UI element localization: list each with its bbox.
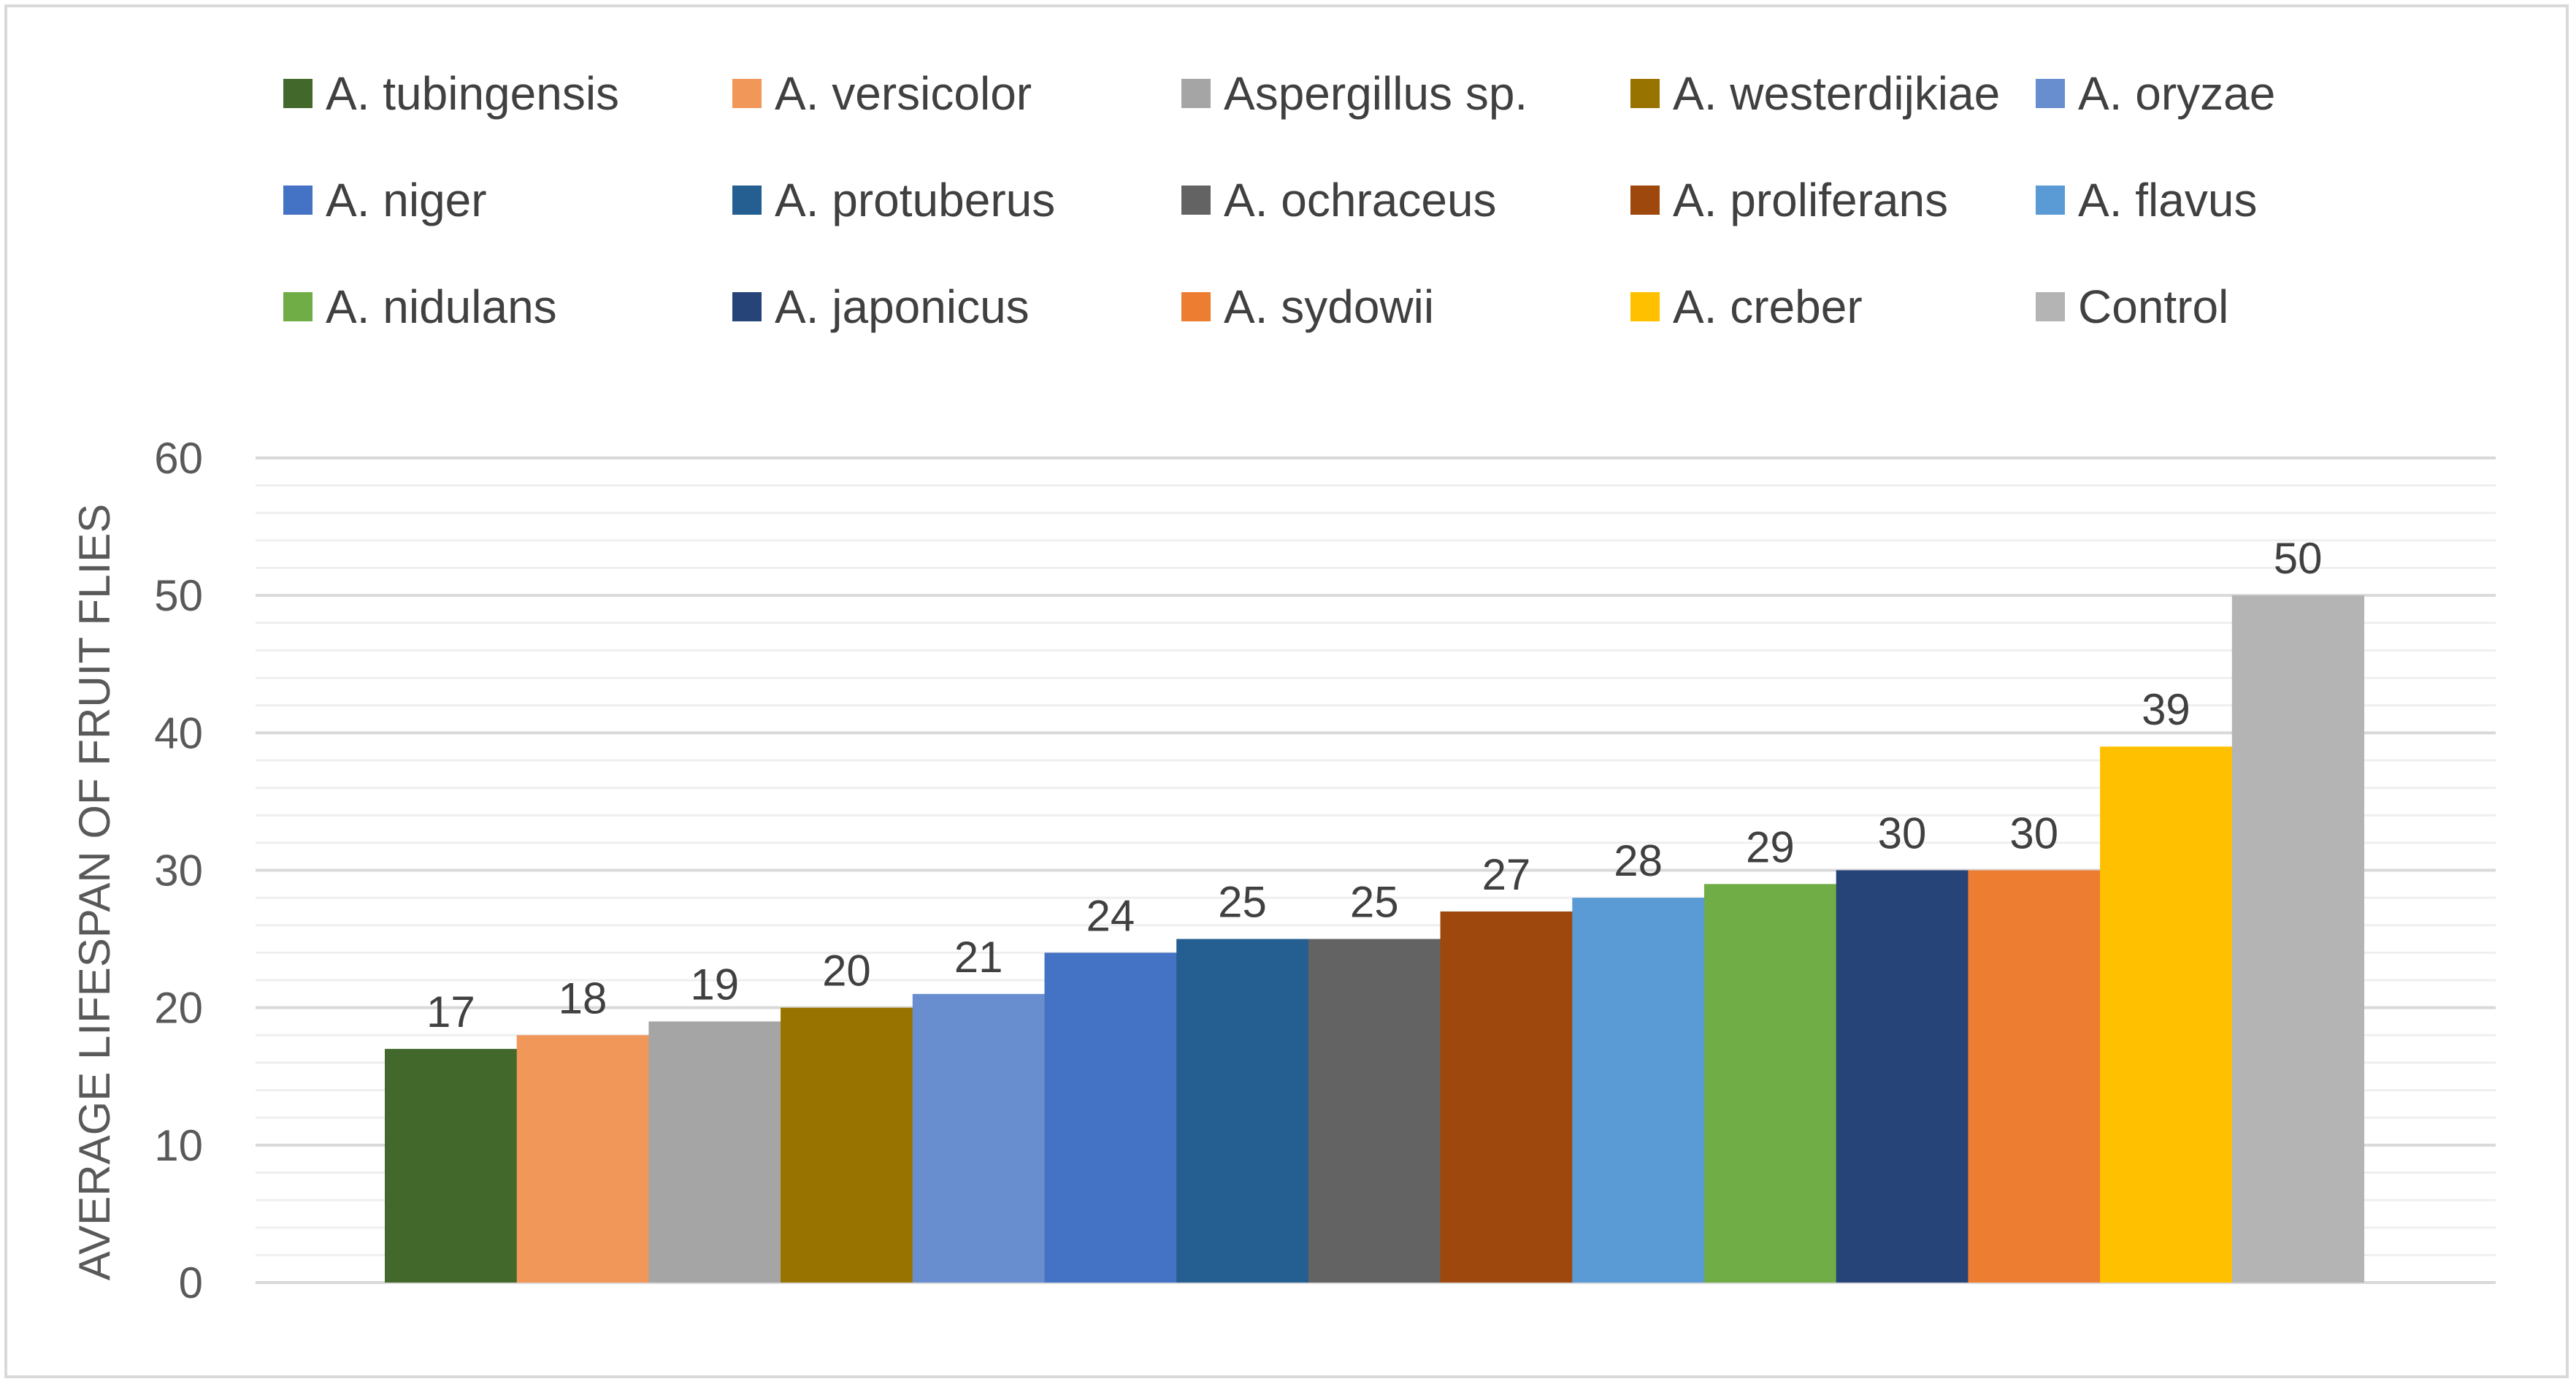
data-label: 20 bbox=[822, 947, 871, 996]
y-tick-label: 0 bbox=[179, 1258, 203, 1307]
legend-item: A. japonicus bbox=[732, 278, 1030, 336]
legend-label: Aspergillus sp. bbox=[1224, 67, 1528, 120]
legend-swatch bbox=[2036, 292, 2065, 321]
legend-label: A. oryzae bbox=[2078, 67, 2276, 120]
legend-item: A. protuberus bbox=[732, 171, 1055, 229]
legend-label: A. proliferans bbox=[1673, 174, 1949, 226]
data-label: 39 bbox=[2142, 685, 2190, 734]
legend-label: A. tubingensis bbox=[326, 67, 620, 120]
bar bbox=[912, 993, 1045, 1283]
legend-item: Aspergillus sp. bbox=[1181, 64, 1527, 123]
y-tick-label: 10 bbox=[154, 1121, 203, 1170]
legend-item: A. ochraceus bbox=[1181, 171, 1497, 229]
legend-label: Control bbox=[2078, 280, 2229, 333]
bar bbox=[1704, 884, 1837, 1283]
legend-swatch bbox=[283, 292, 313, 321]
y-tick-label: 40 bbox=[154, 708, 203, 757]
legend-swatch bbox=[1630, 79, 1660, 108]
legend-label: A. flavus bbox=[2078, 174, 2258, 226]
legend-item: A. nidulans bbox=[283, 278, 557, 336]
legend-label: A. ochraceus bbox=[1224, 174, 1497, 226]
bar bbox=[1176, 939, 1309, 1283]
data-label: 27 bbox=[1482, 850, 1531, 899]
legend-swatch bbox=[283, 79, 313, 108]
data-label: 24 bbox=[1086, 891, 1135, 940]
legend-swatch bbox=[1181, 186, 1211, 215]
data-label: 30 bbox=[2009, 809, 2058, 858]
legend-item: A. proliferans bbox=[1630, 171, 1948, 229]
legend-swatch bbox=[732, 292, 762, 321]
y-tick-label: 30 bbox=[154, 847, 203, 895]
legend-item: A. creber bbox=[1630, 278, 1863, 336]
legend-item: A. oryzae bbox=[2036, 64, 2275, 123]
bar bbox=[648, 1021, 781, 1283]
bar bbox=[1440, 911, 1573, 1283]
legend-label: A. sydowii bbox=[1224, 280, 1435, 333]
data-label: 50 bbox=[2274, 534, 2323, 583]
y-tick-label: 60 bbox=[154, 434, 203, 483]
legend-swatch bbox=[1181, 292, 1211, 321]
legend-swatch bbox=[1630, 186, 1660, 215]
legend-label: A. protuberus bbox=[775, 174, 1056, 226]
y-axis-tick-labels: 0 10 20 30 40 50 60 bbox=[154, 434, 203, 1307]
y-tick-label: 50 bbox=[154, 571, 203, 620]
legend-item: A. niger bbox=[283, 171, 487, 229]
legend-label: A. nidulans bbox=[326, 280, 557, 333]
legend-swatch bbox=[1181, 79, 1211, 108]
bar bbox=[781, 1007, 913, 1283]
legend-label: A. versicolor bbox=[775, 67, 1032, 120]
legend-item: A. sydowii bbox=[1181, 278, 1434, 336]
bar bbox=[1968, 870, 2101, 1283]
data-label: 30 bbox=[1878, 809, 1927, 858]
legend-item: Control bbox=[2036, 278, 2228, 336]
data-label: 19 bbox=[690, 960, 739, 1009]
data-label: 21 bbox=[954, 933, 1003, 982]
data-label: 25 bbox=[1218, 878, 1267, 927]
legend-swatch bbox=[2036, 186, 2065, 215]
legend-item: A. westerdijkiae bbox=[1630, 64, 2000, 123]
legend-item: A. flavus bbox=[2036, 171, 2257, 229]
legend-swatch bbox=[732, 79, 762, 108]
data-label: 28 bbox=[1614, 836, 1663, 885]
legend-label: A. niger bbox=[326, 174, 487, 226]
data-label: 25 bbox=[1350, 878, 1399, 927]
bar bbox=[385, 1049, 518, 1283]
bar bbox=[2100, 746, 2233, 1283]
legend-label: A. creber bbox=[1673, 280, 1863, 333]
bar bbox=[1044, 952, 1177, 1283]
legend-item: A. tubingensis bbox=[283, 64, 619, 123]
bar bbox=[1836, 870, 1969, 1283]
data-label: 17 bbox=[426, 987, 475, 1036]
legend-swatch bbox=[283, 186, 313, 215]
data-labels: 17 18 19 20 21 24 25 25 27 28 29 30 30 39 50 bbox=[426, 534, 2323, 1036]
bars bbox=[385, 595, 2364, 1283]
data-label: 29 bbox=[1746, 822, 1795, 871]
legend-swatch bbox=[1630, 292, 1660, 321]
y-axis-title: AVERAGE LIFESPAN OF FRUIT FLIES bbox=[70, 504, 119, 1281]
legend-label: A. japonicus bbox=[775, 280, 1030, 333]
legend-swatch bbox=[2036, 79, 2065, 108]
legend-item: A. versicolor bbox=[732, 64, 1032, 123]
legend-swatch bbox=[732, 186, 762, 215]
bar bbox=[1308, 939, 1441, 1283]
bar bbox=[516, 1035, 649, 1283]
bar bbox=[1572, 898, 1705, 1283]
y-tick-label: 20 bbox=[154, 984, 203, 1033]
bar bbox=[2231, 595, 2364, 1283]
legend-label: A. westerdijkiae bbox=[1673, 67, 2001, 120]
data-label: 18 bbox=[559, 974, 607, 1023]
